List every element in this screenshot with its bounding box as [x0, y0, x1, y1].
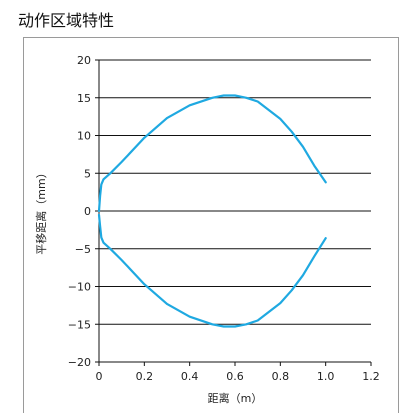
- series-lines: [97, 94, 327, 328]
- y-tick-label: 20: [77, 54, 91, 67]
- x-axis-title: 距离（m）: [208, 391, 263, 405]
- y-axis-title: 平移距离（mm）: [34, 167, 48, 254]
- y-tick-label: −5: [75, 243, 91, 256]
- x-tick-label: 0.6: [226, 370, 244, 383]
- lower-boundary-line: [97, 213, 327, 328]
- x-tick-label: 0.8: [272, 370, 290, 383]
- y-tick-label: 15: [77, 92, 91, 105]
- x-tick-label: 0.4: [181, 370, 199, 383]
- y-tick-label: −20: [68, 356, 91, 369]
- axes: [95, 59, 372, 366]
- x-tick-label: 0.2: [136, 370, 154, 383]
- x-tick-label: 1.0: [317, 370, 335, 383]
- page-title: 动作区域特性: [18, 11, 115, 30]
- x-tick-label: 0: [96, 370, 103, 383]
- x-tick-label: 1.2: [362, 370, 380, 383]
- y-tick-labels: 20 15 10 5 0 −5 −10 −15 −20: [68, 54, 91, 369]
- upper-boundary-line: [97, 94, 327, 213]
- y-tick-label: 0: [84, 205, 91, 218]
- x-tick-labels: 0 0.2 0.4 0.6 0.8 1.0 1.2: [96, 370, 380, 383]
- y-tick-label: 10: [77, 130, 91, 143]
- y-tick-label: 5: [84, 167, 91, 180]
- grid-lines: [99, 59, 371, 325]
- y-tick-label: −15: [68, 318, 91, 331]
- y-tick-label: −10: [68, 281, 91, 294]
- chart-frame: [23, 37, 399, 413]
